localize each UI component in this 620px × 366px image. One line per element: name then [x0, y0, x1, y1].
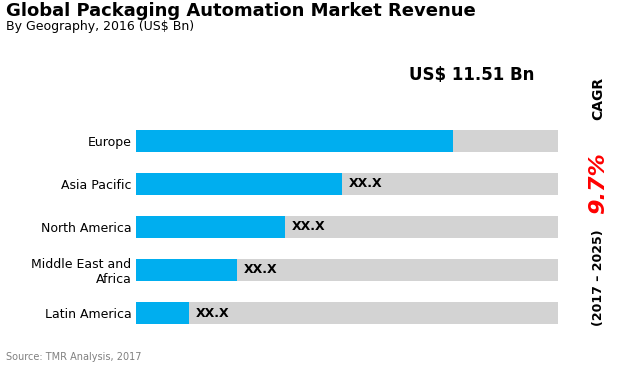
- Text: Source: TMR Analysis, 2017: Source: TMR Analysis, 2017: [6, 352, 142, 362]
- Text: (2017 – 2025): (2017 – 2025): [592, 230, 604, 326]
- Bar: [136, 173, 558, 195]
- Text: XX.X: XX.X: [244, 264, 277, 276]
- Bar: [136, 173, 342, 195]
- Bar: [136, 259, 237, 281]
- Bar: [136, 130, 558, 152]
- Bar: [136, 302, 188, 324]
- Bar: [136, 130, 453, 152]
- Text: XX.X: XX.X: [349, 178, 383, 190]
- Text: By Geography, 2016 (US$ Bn): By Geography, 2016 (US$ Bn): [6, 20, 194, 33]
- Bar: [136, 302, 558, 324]
- Text: XX.X: XX.X: [196, 307, 229, 320]
- Bar: [136, 216, 558, 238]
- Text: 9.7%: 9.7%: [588, 152, 608, 214]
- Bar: [136, 216, 285, 238]
- Text: CAGR: CAGR: [591, 77, 605, 120]
- Text: US$ 11.51 Bn: US$ 11.51 Bn: [409, 66, 534, 84]
- Text: Global Packaging Automation Market Revenue: Global Packaging Automation Market Reven…: [6, 2, 476, 20]
- Text: XX.X: XX.X: [292, 220, 326, 234]
- Bar: [136, 259, 558, 281]
